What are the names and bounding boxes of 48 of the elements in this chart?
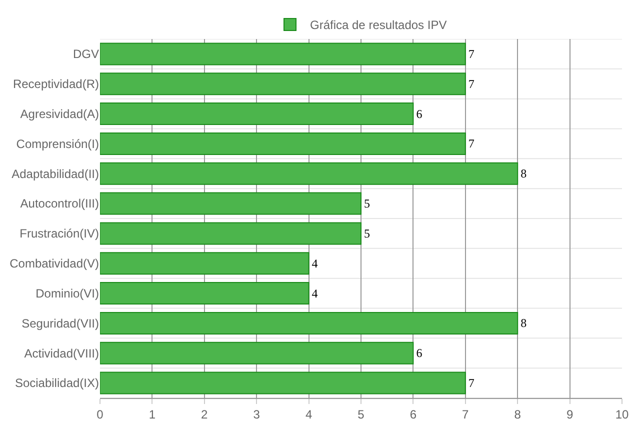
y-tick-label: Frustración(IV)	[20, 226, 99, 241]
data-label: 7	[468, 76, 474, 91]
data-label: 5	[364, 196, 370, 211]
data-label: 8	[520, 316, 527, 330]
x-tick-label: 6	[410, 407, 417, 422]
y-tick-label: Sociabilidad(IX)	[14, 376, 99, 390]
data-label: 7	[468, 46, 474, 61]
x-tick-label: 0	[96, 407, 104, 422]
bar	[100, 222, 362, 245]
data-label: 7	[468, 136, 474, 151]
bar	[100, 102, 414, 126]
y-tick-label: Combatividad(V)	[10, 256, 99, 271]
bar	[100, 252, 310, 275]
bar	[100, 342, 414, 364]
bar	[100, 192, 362, 215]
data-label: 5	[364, 226, 370, 240]
x-tick-label: 5	[358, 407, 365, 422]
bar	[100, 72, 466, 96]
y-tick-label: Autocontrol(III)	[20, 196, 99, 211]
y-tick-label: Seguridad(VII)	[22, 316, 99, 330]
data-label: 8	[520, 166, 527, 181]
x-tick-label: 1	[148, 407, 156, 422]
x-tick-label: 3	[253, 407, 260, 422]
data-label: 7	[468, 376, 474, 390]
x-tick-label: 7	[462, 407, 470, 422]
y-tick-label: Agresividad(A)	[20, 106, 99, 121]
x-tick-label: 10	[615, 407, 629, 422]
x-tick-label: 9	[566, 407, 574, 422]
bar	[100, 162, 518, 185]
x-tick-label: 2	[201, 407, 208, 422]
y-tick-label: Comprensión(I)	[16, 136, 99, 151]
y-tick-label: Actividad(VIII)	[24, 346, 99, 360]
data-label: 4	[312, 256, 318, 270]
legend-label: Gráfica de resultados IPV	[310, 18, 447, 32]
y-tick-label: Dominio(VI)	[36, 286, 99, 300]
bar	[100, 312, 518, 334]
bar	[100, 42, 466, 66]
bar	[100, 132, 466, 155]
y-tick-label: Receptividad(R)	[12, 77, 99, 92]
y-tick-label: Adaptabilidad(II)	[12, 166, 99, 181]
data-label: 6	[416, 106, 422, 121]
bar	[100, 282, 310, 305]
data-label: 4	[312, 286, 318, 300]
y-tick-label: DGV	[72, 47, 99, 62]
bar	[100, 372, 466, 394]
x-tick-label: 8	[514, 407, 522, 422]
data-label: 6	[416, 346, 422, 360]
x-tick-label: 4	[305, 407, 312, 422]
